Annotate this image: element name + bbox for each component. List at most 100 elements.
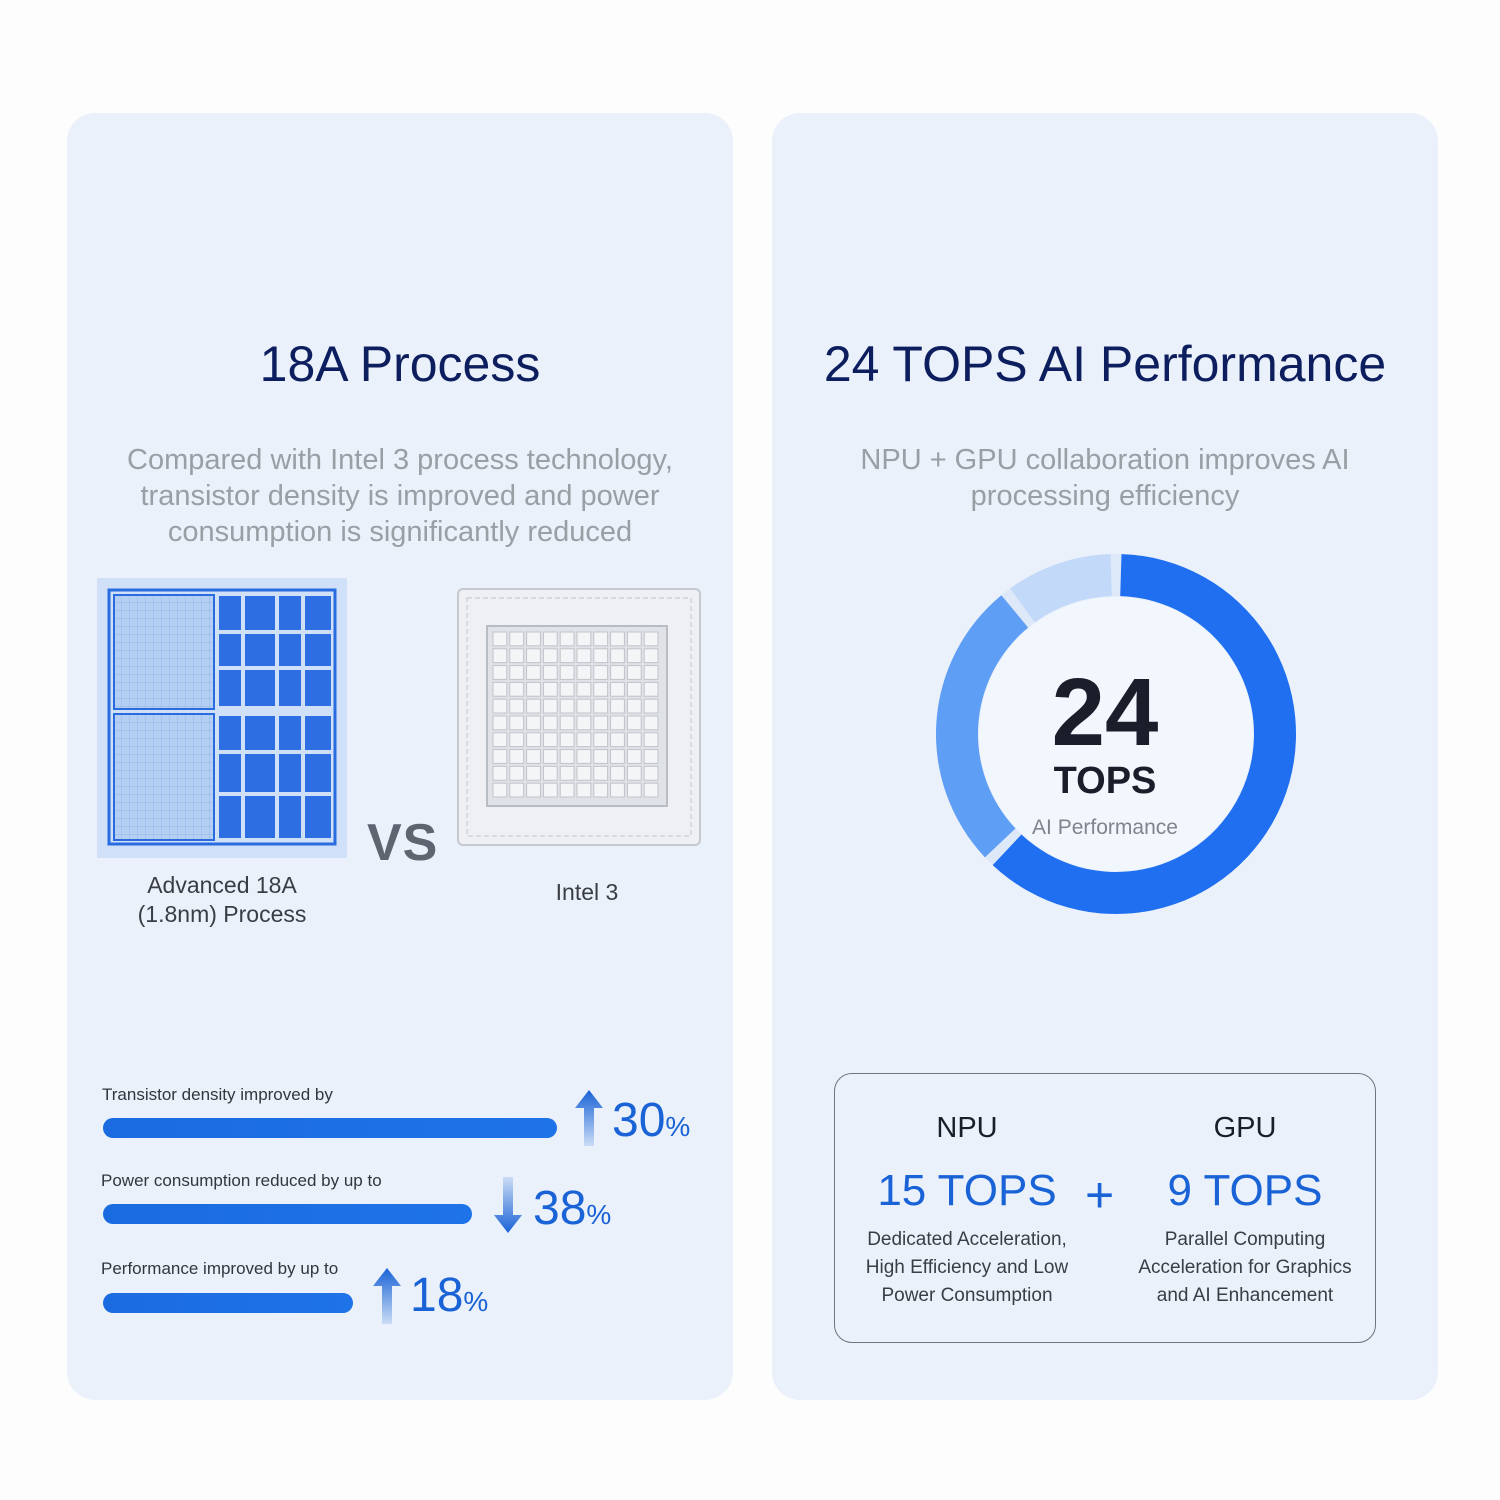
chip-cell — [559, 648, 575, 664]
chip-cell — [542, 681, 558, 697]
chip-cell — [626, 648, 642, 664]
chip-cell — [593, 782, 609, 798]
chip-cell — [610, 749, 625, 764]
chip-cell — [576, 765, 592, 781]
chip-cell — [492, 631, 508, 647]
chip-cell — [626, 631, 642, 647]
gpu-desc-line1: Parallel Computing — [1164, 1229, 1326, 1250]
stat-performance-label: Performance improved by up to — [101, 1259, 339, 1278]
chip-cell — [593, 698, 609, 714]
process-card: 18A Process Compared with Intel 3 proces… — [67, 113, 733, 1400]
chip-cell — [526, 732, 541, 748]
chip-cell — [643, 765, 659, 781]
chip-cell — [526, 698, 541, 714]
chip-cell — [610, 715, 625, 731]
chip-cell — [610, 765, 625, 781]
gpu-heading: GPU — [1213, 1112, 1277, 1144]
chip-cell — [593, 765, 609, 781]
chip-cell — [542, 782, 558, 798]
stat-density-label: Transistor density improved by — [102, 1085, 333, 1104]
chip-cell — [576, 782, 592, 798]
chip-cell — [643, 631, 659, 647]
donut-segment-npu — [992, 554, 1296, 914]
chip-cell — [526, 715, 541, 731]
chip-cell — [509, 698, 525, 714]
chip-cell — [492, 648, 508, 664]
npu-description: Dedicated Acceleration, High Efficiency … — [837, 1226, 1097, 1310]
chip-cell — [509, 782, 525, 798]
chip-cell — [643, 782, 659, 798]
chip-cell — [576, 681, 592, 697]
chip-cell — [492, 665, 508, 680]
chip-cell — [559, 631, 575, 647]
ai-performance-card: 24 TOPS AI Performance NPU + GPU collabo… — [772, 113, 1438, 1400]
npu-heading: NPU — [936, 1112, 998, 1144]
chip-cell — [593, 648, 609, 664]
stat-power-label: Power consumption reduced by up to — [101, 1171, 382, 1190]
chip-cell — [559, 715, 575, 731]
donut-unit: TOPS — [1053, 760, 1157, 802]
npu-desc-line3: Power Consumption — [881, 1285, 1053, 1306]
chip-cell — [526, 782, 541, 798]
chip-cell — [559, 681, 575, 697]
arrow-up-icon — [373, 1268, 401, 1324]
chip-cell — [626, 765, 642, 781]
chip-cell — [643, 681, 659, 697]
npu-value: 15 TOPS — [877, 1166, 1057, 1215]
chip-cell — [492, 765, 508, 781]
chip-18a-caption: Advanced 18A (1.8nm) Process — [117, 871, 327, 929]
chip-cell — [509, 749, 525, 764]
chip-cell — [542, 665, 558, 680]
chip-cell — [576, 698, 592, 714]
chip-18a-caption-line2: (1.8nm) Process — [137, 901, 307, 927]
stat-density-bar — [103, 1118, 557, 1138]
gpu-desc-line2: Acceleration for Graphics — [1138, 1257, 1352, 1278]
chip-cell — [559, 782, 575, 798]
donut-caption: AI Performance — [1032, 816, 1178, 839]
chip-cell — [492, 749, 508, 764]
chip-cell — [492, 698, 508, 714]
stat-power-bar — [103, 1204, 472, 1224]
chip-cell — [492, 732, 508, 748]
chip-cell — [610, 782, 625, 798]
chip-cell — [626, 715, 642, 731]
chip-cell — [559, 749, 575, 764]
chip-cell — [576, 631, 592, 647]
process-title: 18A Process — [259, 336, 541, 392]
stat-performance-bar — [103, 1293, 353, 1313]
chip-cell — [559, 765, 575, 781]
gpu-value: 9 TOPS — [1167, 1166, 1323, 1215]
chip-cell — [643, 732, 659, 748]
chip-cell — [526, 631, 541, 647]
chip-cell — [526, 665, 541, 680]
tops-donut-chart — [936, 554, 1296, 914]
chip-cell — [542, 715, 558, 731]
chip-cell — [576, 732, 592, 748]
chip-cell — [542, 631, 558, 647]
chip-cell — [643, 648, 659, 664]
chip-18a-image — [97, 578, 347, 858]
donut-segment-gpu — [936, 595, 1029, 858]
gpu-description: Parallel Computing Acceleration for Grap… — [1115, 1226, 1375, 1310]
chip-cell — [626, 681, 642, 697]
chip-cell — [526, 648, 541, 664]
tops-breakdown-box: NPU 15 TOPS Dedicated Acceleration, High… — [834, 1073, 1376, 1343]
ai-title: 24 TOPS AI Performance — [823, 336, 1387, 392]
chip-cell — [542, 698, 558, 714]
chip-cell — [509, 631, 525, 647]
donut-segment-gpu-light — [1010, 554, 1112, 623]
chip-cell — [509, 765, 525, 781]
chip-cell — [492, 715, 508, 731]
chip-cell — [509, 715, 525, 731]
chip-cell — [610, 665, 625, 680]
chip-cell — [643, 715, 659, 731]
arrow-up-icon — [575, 1090, 603, 1146]
chip-cell — [593, 631, 609, 647]
chip-cell — [526, 765, 541, 781]
chip-cell — [643, 698, 659, 714]
chip-cell — [610, 681, 625, 697]
stat-density-value: 30% — [612, 1094, 691, 1147]
gpu-desc-line3: and AI Enhancement — [1156, 1285, 1334, 1306]
chip-cell — [626, 698, 642, 714]
chip-cell — [526, 681, 541, 697]
